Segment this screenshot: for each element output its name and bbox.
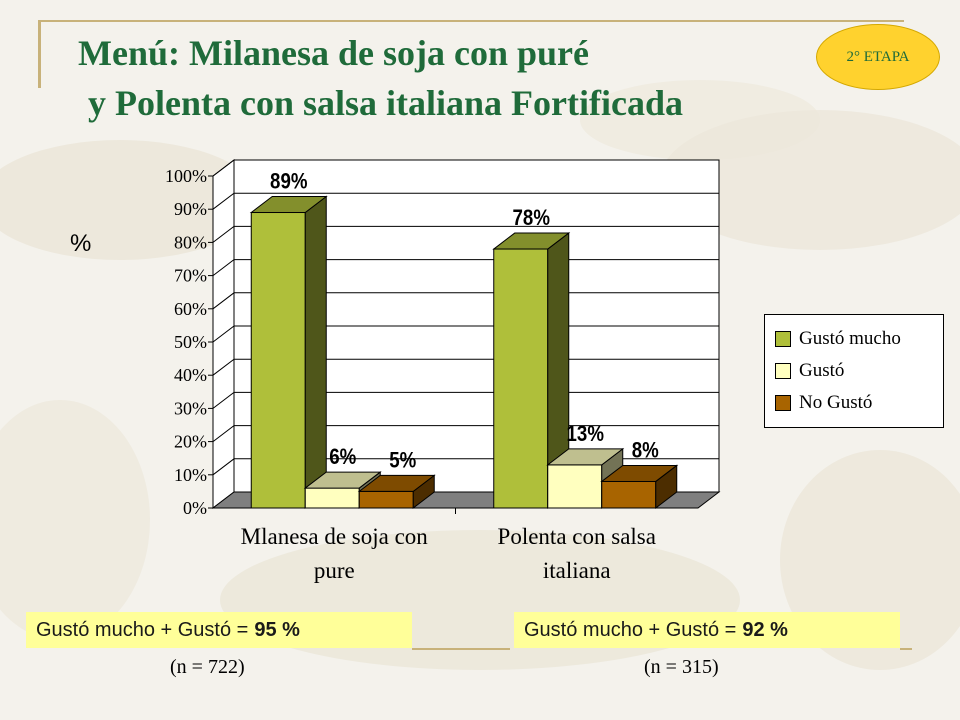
gridline [212, 225, 719, 243]
data-label: 8% [632, 439, 659, 463]
bar-front [601, 480, 657, 509]
gridline [212, 192, 719, 210]
y-tick-label: 90% [174, 199, 207, 219]
category-label: pure [314, 558, 355, 583]
sample-size-milanesa: (n = 722) [170, 656, 245, 678]
bar-top [546, 448, 625, 466]
legend-item-no-gusto: No Gustó [775, 387, 943, 419]
stage-badge: 2° ETAPA [816, 24, 940, 90]
y-tick-label: 50% [174, 332, 207, 352]
y-axis-unit-label: % [70, 230, 92, 257]
summary-box-polenta: Gustó mucho + Gustó = 92 % [514, 612, 900, 648]
bar-front [358, 490, 414, 509]
legend-label: No Gustó [799, 392, 873, 413]
chart-category-labels: Mlanesa de soja con pure Polenta con salsa… [241, 524, 656, 583]
bar-front [493, 248, 549, 509]
summary-value: 92 % [742, 618, 788, 641]
summary-divider [412, 648, 510, 650]
title-rule-vertical [38, 20, 41, 88]
title-rule-horizontal [38, 20, 904, 22]
y-tick-label: 60% [174, 299, 207, 319]
legend-label: Gustó [799, 360, 845, 381]
bar-front [304, 487, 360, 509]
chart-data-labels: 89% 6% 5% 78% 13% 8% [270, 170, 659, 473]
legend-label: Gustó mucho [799, 328, 901, 349]
bar-front [547, 464, 603, 509]
data-label: 89% [270, 170, 307, 194]
category-label: Polenta con salsa [498, 524, 656, 549]
legend-item-gusto-mucho: Gustó mucho [775, 323, 943, 355]
data-label: 13% [567, 423, 604, 447]
summary-box-milanesa: Gustó mucho + Gustó = 95 % [26, 612, 412, 648]
slide-title: Menú: Milanesa de soja con puré y Polent… [78, 28, 898, 128]
chart-legend: Gustó mucho Gustó No Gustó [764, 314, 944, 428]
data-label: 6% [329, 446, 356, 470]
summary-divider [900, 648, 912, 650]
legend-swatch [775, 395, 791, 411]
bar-top [600, 464, 679, 482]
bar-top [303, 471, 382, 489]
y-tick-label: 70% [174, 266, 207, 286]
summary-value: 95 % [254, 618, 300, 641]
data-label: 78% [513, 207, 550, 231]
sample-size-polenta: (n = 315) [644, 656, 719, 678]
bar-top [357, 474, 436, 492]
stage-badge-label: 2° ETAPA [846, 48, 910, 65]
legend-swatch [775, 363, 791, 379]
summary-text: Gustó mucho + Gustó = [524, 618, 737, 641]
bar-front [250, 212, 306, 509]
chart-bars [249, 195, 679, 510]
y-tick-label: 10% [174, 465, 207, 485]
category-label: Mlanesa de soja con [241, 524, 429, 549]
y-tick-label: 20% [174, 432, 207, 452]
chart-y-ticks: 0% 10% 20% 30% 40% 50% 60% 70% 80% 90% 100% [165, 166, 456, 518]
legend-swatch [775, 331, 791, 347]
y-tick-label: 0% [183, 498, 207, 518]
y-tick-label: 40% [174, 365, 207, 385]
bar-side [304, 195, 327, 510]
bar-top [249, 196, 328, 214]
legend-item-gusto: Gustó [775, 355, 943, 387]
gridline [212, 159, 719, 177]
category-label: italiana [543, 558, 611, 583]
y-tick-label: 80% [174, 232, 207, 252]
title-line-2: y Polenta con salsa italiana Fortificada [88, 83, 683, 123]
data-label: 5% [389, 449, 416, 473]
title-line-1: Menú: Milanesa de soja con puré [78, 33, 589, 73]
summary-text: Gustó mucho + Gustó = [36, 618, 249, 641]
y-tick-label: 100% [165, 166, 207, 186]
bar-top [492, 232, 571, 250]
y-tick-label: 30% [174, 398, 207, 418]
